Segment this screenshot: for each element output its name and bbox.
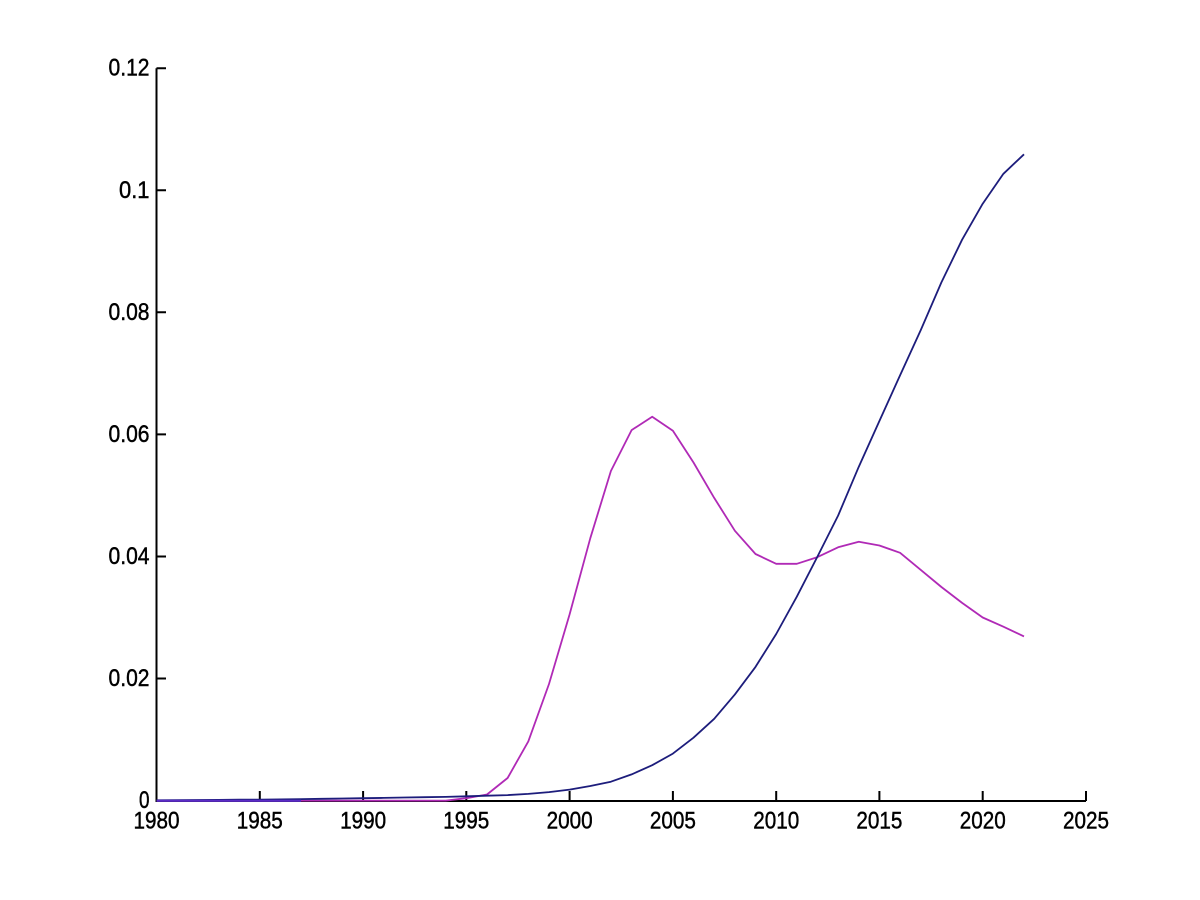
svg-text:2000: 2000 (547, 808, 593, 835)
svg-text:2005: 2005 (650, 808, 696, 835)
svg-text:1995: 1995 (443, 808, 489, 835)
svg-text:2010: 2010 (753, 808, 799, 835)
svg-text:2020: 2020 (960, 808, 1006, 835)
svg-text:0.08: 0.08 (109, 299, 150, 326)
svg-text:2015: 2015 (856, 808, 902, 835)
svg-text:1980: 1980 (134, 808, 180, 835)
svg-text:0.12: 0.12 (109, 55, 150, 82)
svg-text:0.06: 0.06 (109, 421, 150, 448)
svg-text:0: 0 (139, 787, 150, 814)
svg-text:2025: 2025 (1063, 808, 1109, 835)
svg-text:1985: 1985 (237, 808, 283, 835)
svg-text:0.1: 0.1 (119, 177, 150, 204)
svg-text:1990: 1990 (340, 808, 386, 835)
svg-text:0.04: 0.04 (109, 543, 150, 570)
svg-text:0.02: 0.02 (109, 665, 150, 692)
